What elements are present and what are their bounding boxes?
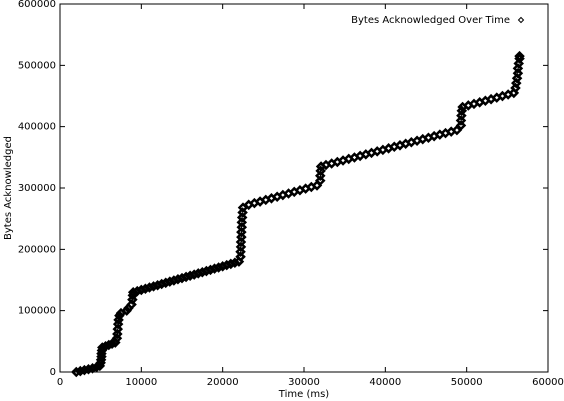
point bbox=[514, 50, 525, 62]
point bbox=[235, 241, 247, 253]
point bbox=[236, 231, 247, 243]
x-tick-label: 60000 bbox=[532, 377, 564, 388]
legend-label: Bytes Acknowledged Over Time bbox=[351, 15, 510, 26]
y-axis-label: Bytes Acknowledged bbox=[3, 136, 14, 240]
point bbox=[455, 115, 467, 126]
x-tick-label: 40000 bbox=[369, 377, 401, 388]
point bbox=[512, 68, 524, 79]
point bbox=[236, 221, 248, 233]
point bbox=[112, 323, 124, 335]
point bbox=[235, 251, 246, 262]
y-tick-label: 0 bbox=[50, 367, 56, 378]
x-tick-label: 0 bbox=[57, 377, 63, 388]
y-tick-label: 500000 bbox=[18, 60, 56, 71]
point bbox=[112, 328, 123, 340]
point bbox=[314, 175, 326, 186]
point bbox=[456, 110, 467, 121]
y-tick-label: 600000 bbox=[18, 0, 56, 10]
point bbox=[236, 212, 248, 223]
y-tick-label: 400000 bbox=[18, 122, 56, 133]
y-tick-label: 300000 bbox=[18, 183, 56, 194]
y-tick-label: 200000 bbox=[18, 244, 56, 255]
point bbox=[314, 170, 326, 182]
point bbox=[235, 236, 247, 248]
x-tick-label: 20000 bbox=[207, 377, 239, 388]
point bbox=[237, 207, 248, 218]
x-tick-label: 30000 bbox=[288, 377, 320, 388]
legend-marker bbox=[517, 16, 525, 24]
x-tick-label: 10000 bbox=[125, 377, 157, 388]
point bbox=[103, 339, 115, 351]
point bbox=[455, 120, 467, 131]
point bbox=[236, 226, 247, 238]
point bbox=[235, 246, 246, 258]
point bbox=[236, 217, 248, 228]
y-tick-label: 100000 bbox=[18, 306, 56, 317]
x-tick-label: 50000 bbox=[451, 377, 483, 388]
point bbox=[100, 340, 111, 352]
point bbox=[97, 342, 108, 353]
point bbox=[106, 338, 118, 350]
x-axis-label: Time (ms) bbox=[278, 389, 330, 400]
